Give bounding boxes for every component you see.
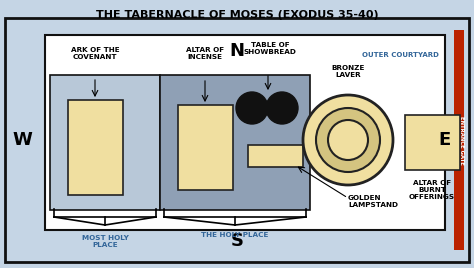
- Circle shape: [328, 120, 368, 160]
- Bar: [68, 100, 123, 195]
- Bar: [454, 30, 464, 250]
- Bar: [178, 105, 233, 190]
- Text: THE HOLY PLACE: THE HOLY PLACE: [201, 232, 269, 238]
- Bar: [405, 115, 460, 170]
- Circle shape: [303, 95, 393, 185]
- Bar: [248, 145, 303, 167]
- Circle shape: [266, 92, 298, 124]
- Text: BRONZE
LAVER: BRONZE LAVER: [331, 65, 365, 78]
- Text: OUTER COURTYARD: OUTER COURTYARD: [362, 52, 438, 58]
- Text: ARK OF THE
COVENANT: ARK OF THE COVENANT: [71, 47, 119, 60]
- Text: W: W: [12, 131, 32, 149]
- Text: GOLDEN
LAMPSTAND: GOLDEN LAMPSTAND: [348, 195, 398, 208]
- Text: ALTAR OF
BURNT
OFFERINGS: ALTAR OF BURNT OFFERINGS: [409, 180, 455, 200]
- Bar: [45, 35, 445, 230]
- Circle shape: [236, 92, 268, 124]
- Text: N: N: [229, 42, 245, 60]
- Bar: [160, 75, 310, 210]
- Text: MOST HOLY
PLACE: MOST HOLY PLACE: [82, 235, 128, 248]
- Text: THE TABERNACLE OF MOSES (EXODUS 35-40): THE TABERNACLE OF MOSES (EXODUS 35-40): [96, 10, 378, 20]
- Circle shape: [316, 108, 380, 172]
- Text: TABLE OF
SHOWBREAD: TABLE OF SHOWBREAD: [244, 42, 296, 55]
- Text: ALTAR OF
INCENSE: ALTAR OF INCENSE: [186, 47, 224, 60]
- Text: ENTRANCE GATE: ENTRANCE GATE: [459, 116, 465, 165]
- Text: S: S: [230, 232, 244, 250]
- Bar: [50, 75, 160, 210]
- Text: E: E: [439, 131, 451, 149]
